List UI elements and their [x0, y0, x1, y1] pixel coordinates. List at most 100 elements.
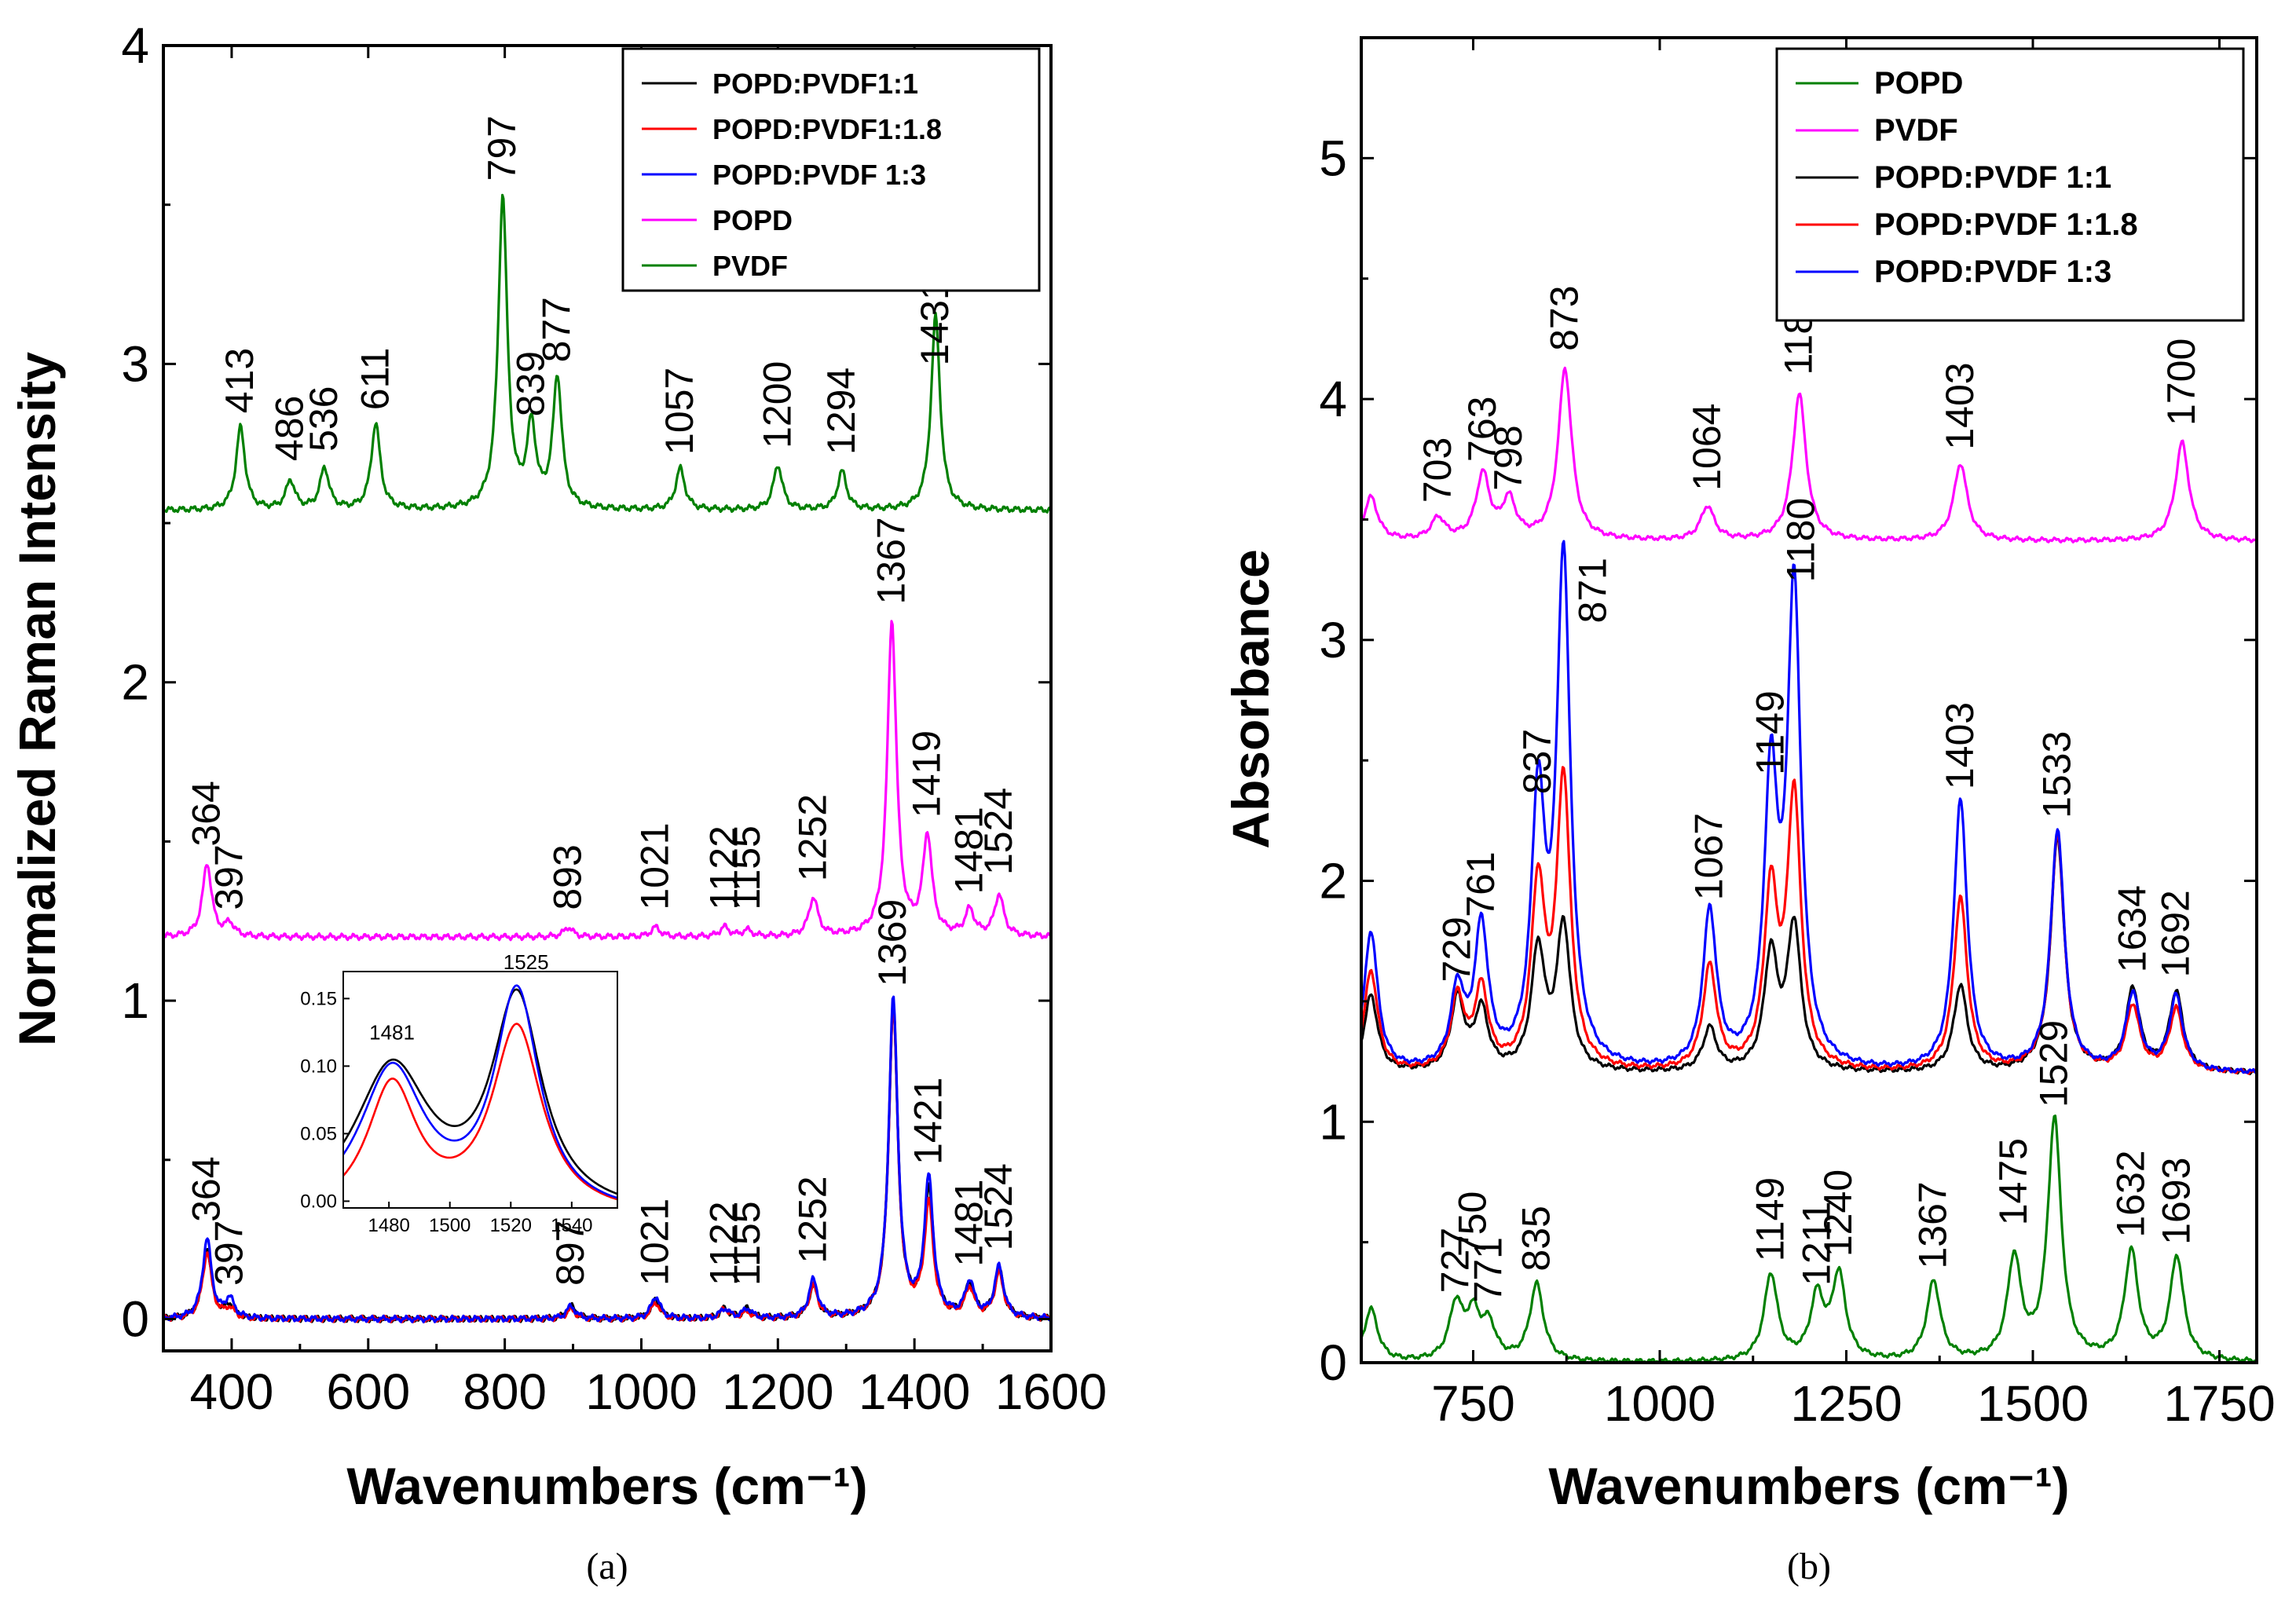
y-tick-label: 3 [121, 335, 149, 392]
legend-entry: POPD [712, 204, 793, 236]
peak-label: 1240 [1816, 1169, 1860, 1257]
inset-series-line-popd-pvdf1-1-8 [343, 1023, 617, 1201]
x-tick-label: 1750 [2163, 1375, 2275, 1432]
plot-frame [1360, 36, 2258, 1364]
legend: POPD:PVDF1:1 POPD:PVDF1:1.8 POPD:PVDF 1:3 P… [621, 47, 1041, 292]
peak-label: 1692 [2153, 890, 2197, 977]
inset-y-tick-label: 0.00 [300, 1191, 337, 1212]
peak-label: 364 [185, 781, 229, 846]
peak-label: 413 [218, 348, 262, 413]
x-tick-label: 750 [1431, 1375, 1515, 1432]
y-tick-label: 3 [1319, 612, 1347, 668]
legend-entry: POPD:PVDF1:1.8 [712, 113, 942, 145]
legend-box [621, 47, 1041, 292]
peak-label: 1155 [724, 825, 768, 910]
peak-label: 1403 [1938, 362, 1982, 449]
peak-label: 1367 [1911, 1181, 1955, 1268]
y-tick-label: 5 [1319, 130, 1347, 186]
x-tick-label: 1400 [859, 1363, 970, 1420]
peak-label: 486 [268, 396, 312, 461]
peak-label: 1149 [1749, 690, 1792, 775]
peak-label: 1057 [657, 368, 701, 455]
series-line-popd-pvdf-1-3 [163, 995, 1051, 1323]
inset-peak-label: 1525 [504, 950, 549, 974]
peak-label: 1419 [905, 730, 949, 818]
peak-label: 797 [480, 115, 524, 181]
x-tick-label: 800 [463, 1363, 547, 1420]
peak-label: 1211 [1794, 1201, 1838, 1286]
peak-label: 364 [185, 1156, 229, 1221]
peak-label: 397 [207, 1221, 251, 1286]
y-axis-title: Absorbance [1221, 549, 1280, 848]
peak-label: 763 [1460, 397, 1504, 462]
peak-label: 897 [548, 1221, 592, 1286]
x-tick-label: 1600 [995, 1363, 1107, 1420]
inset-series-line-popd-pvdf1-1 [343, 988, 617, 1195]
legend-entry: POPD:PVDF 1:1.8 [1874, 207, 2138, 242]
inset-series-line-popd-pvdf-1-3 [343, 984, 617, 1199]
peak-label: 727 [1434, 1228, 1478, 1293]
peak-label: 1180 [1779, 498, 1823, 583]
peak-label: 729 [1435, 917, 1479, 982]
peak-label: 871 [1570, 558, 1614, 623]
inset-peak-label: 1481 [369, 1021, 415, 1045]
peak-label: 1634 [2110, 885, 2154, 972]
x-axis-title: Wavenumbers (cm⁻¹) [346, 1457, 867, 1515]
legend-entry: POPD:PVDF 1:1 [1874, 160, 2111, 195]
peak-label: 1481 [947, 807, 991, 894]
peak-label: 1021 [633, 822, 677, 909]
legend-entry: POPD:PVDF 1:3 [1874, 254, 2111, 289]
peak-label: 1431 [913, 278, 957, 365]
inset-x-tick-label: 1480 [368, 1215, 409, 1236]
plot-frame [162, 44, 1053, 1352]
peak-label: 1529 [2032, 1020, 2076, 1107]
series-line-popd [163, 620, 1051, 942]
x-tick-label: 1200 [722, 1363, 833, 1420]
series-line-popd-pvdf-1-3 [1361, 540, 2257, 1074]
peak-label: 536 [302, 386, 346, 451]
legend-box [1775, 47, 2245, 322]
peak-label: 893 [545, 844, 589, 909]
peak-label: 1252 [791, 794, 835, 881]
x-tick-label: 600 [326, 1363, 410, 1420]
peak-label: 1021 [633, 1199, 677, 1286]
peak-label: 835 [1514, 1206, 1558, 1271]
peak-label: 839 [509, 351, 553, 416]
inset-x-tick-label: 1540 [551, 1215, 592, 1236]
y-tick-label: 2 [121, 654, 149, 711]
peak-label: 1252 [791, 1176, 835, 1263]
peak-label: 1533 [2034, 731, 2078, 818]
legend: POPD PVDF POPD:PVDF 1:1 POPD:PVDF 1:1.8 POPD… [1775, 47, 2245, 322]
y-tick-label: 0 [1319, 1334, 1347, 1391]
y-tick-label: 1 [1319, 1093, 1347, 1150]
x-tick-label: 1250 [1790, 1375, 1902, 1432]
peak-label: 703 [1415, 437, 1459, 503]
peak-label: 1481 [947, 1179, 991, 1266]
peak-label: 1700 [2159, 339, 2203, 426]
y-tick-label: 4 [1319, 371, 1347, 427]
y-tick-label: 0 [121, 1290, 149, 1347]
peak-label: 1367 [869, 517, 913, 604]
inset-y-tick-label: 0.15 [300, 988, 337, 1009]
series-line-popd [1361, 1114, 2257, 1363]
peak-label: 611 [353, 348, 397, 411]
peak-label: 771 [1466, 1237, 1510, 1302]
peak-label: 1064 [1685, 404, 1729, 491]
legend-entry: POPD:PVDF1:1 [712, 68, 918, 100]
peak-label: 1155 [724, 1201, 768, 1286]
x-tick-label: 400 [190, 1363, 274, 1420]
peak-label: 1122 [702, 825, 746, 910]
series-line-popd-pvdf-1-1-8 [1361, 766, 2257, 1075]
panel-label: (a) [586, 1546, 628, 1587]
y-axis-title: Normalized Raman Intensity [8, 352, 66, 1046]
peak-label: 750 [1451, 1191, 1495, 1257]
peak-label: 1475 [1991, 1138, 2035, 1225]
peak-label: 397 [207, 844, 251, 909]
peak-label: 1200 [755, 361, 799, 448]
peak-label: 1149 [1749, 1177, 1792, 1262]
peak-label: 877 [535, 297, 579, 362]
y-tick-label: 1 [121, 972, 149, 1029]
